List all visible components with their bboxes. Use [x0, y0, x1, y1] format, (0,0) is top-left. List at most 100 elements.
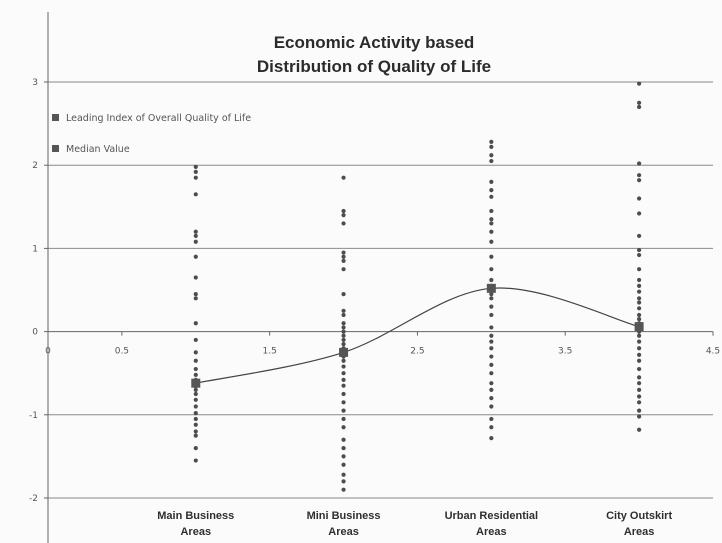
data-point	[193, 416, 198, 422]
data-point	[637, 211, 642, 216]
y-axis-tick-label: 3	[32, 78, 38, 88]
data-point	[637, 289, 642, 294]
data-point	[193, 164, 198, 169]
data-point	[341, 445, 346, 451]
axes	[44, 12, 714, 543]
data-point	[341, 321, 346, 326]
chart-title-line-2: Distribution of Quality of Life	[257, 57, 491, 76]
data-point	[193, 275, 198, 280]
data-point	[637, 100, 642, 105]
data-point	[341, 333, 346, 338]
data-point	[193, 321, 198, 326]
legend-marker-median-value	[52, 145, 59, 152]
x-axis-tick-labels: 0 0.5 1.5 2.5 3.5 4.5	[45, 347, 720, 357]
data-point	[489, 362, 494, 367]
data-point	[193, 229, 198, 234]
data-point	[193, 458, 198, 463]
data-point	[637, 300, 642, 305]
data-point	[637, 104, 642, 110]
data-point	[341, 479, 346, 484]
data-point	[637, 414, 642, 419]
data-point	[341, 175, 346, 180]
category-label: Areas	[624, 526, 655, 538]
data-point	[489, 179, 494, 184]
data-point	[637, 387, 642, 392]
data-point	[193, 350, 198, 355]
data-point	[637, 306, 642, 311]
data-point	[637, 252, 642, 258]
data-point	[341, 341, 346, 347]
data-point	[489, 354, 494, 359]
x-axis-tick-label: 0	[45, 347, 51, 357]
x-axis-tick-label: 2.5	[410, 347, 424, 357]
data-point	[489, 339, 494, 344]
data-point	[341, 391, 346, 397]
data-point	[489, 312, 494, 318]
chart-title-line-1: Economic Activity based	[274, 33, 475, 52]
x-axis-tick-label: 4.5	[706, 347, 720, 357]
median-marker	[191, 378, 201, 388]
legend-label-median-value: Median Value	[66, 144, 130, 155]
median-marker	[634, 322, 644, 332]
data-point	[489, 221, 494, 226]
data-point	[637, 375, 642, 380]
data-point	[637, 346, 642, 351]
data-point	[341, 325, 346, 330]
y-axis-tick-label: -1	[29, 411, 38, 421]
y-axis-tick-labels: 3 2 1 0 -1 -2	[29, 78, 38, 504]
data-point	[637, 339, 642, 344]
data-point	[193, 372, 198, 377]
data-point	[341, 377, 346, 382]
data-point	[193, 239, 198, 244]
data-point	[341, 371, 346, 376]
data-point	[637, 381, 642, 386]
data-point	[193, 175, 198, 180]
data-point	[341, 408, 346, 413]
category-label: Mini Business	[307, 510, 381, 522]
data-point	[193, 358, 198, 363]
data-point-layer	[193, 81, 642, 492]
data-point	[637, 296, 642, 301]
data-point	[341, 208, 346, 214]
category-label: Areas	[180, 526, 211, 538]
data-point	[637, 178, 642, 183]
data-point	[193, 391, 198, 397]
data-point	[193, 445, 198, 451]
data-point	[489, 153, 494, 158]
x-axis-tick-label: 3.5	[558, 347, 572, 357]
data-point	[637, 366, 642, 372]
data-point	[637, 283, 642, 288]
y-axis-tick-label: -2	[29, 494, 38, 504]
data-point	[637, 173, 642, 178]
category-label: City Outskirt	[606, 510, 672, 522]
data-point	[637, 333, 642, 338]
median-marker	[339, 347, 349, 357]
data-point	[193, 433, 198, 438]
data-point	[489, 208, 494, 214]
data-point	[637, 352, 642, 357]
data-point	[489, 277, 494, 283]
data-point	[341, 337, 346, 343]
data-point	[637, 81, 642, 86]
data-point	[341, 250, 346, 255]
data-point	[341, 258, 346, 263]
data-point	[489, 404, 494, 409]
data-point	[489, 425, 494, 430]
data-point	[341, 364, 346, 369]
data-point	[489, 304, 494, 309]
data-point	[341, 254, 346, 259]
data-point	[637, 358, 642, 363]
category-label-layer: Main Business Areas Mini Business Areas Urba…	[157, 510, 672, 538]
data-point	[489, 292, 494, 297]
data-point	[341, 312, 346, 318]
data-point	[193, 233, 198, 239]
data-point	[489, 158, 494, 164]
data-point	[341, 437, 346, 442]
y-axis-tick-label: 1	[32, 244, 38, 254]
median-marker	[486, 283, 496, 293]
data-point	[489, 229, 494, 234]
data-point	[489, 139, 494, 145]
median-curve-line	[195, 287, 640, 384]
